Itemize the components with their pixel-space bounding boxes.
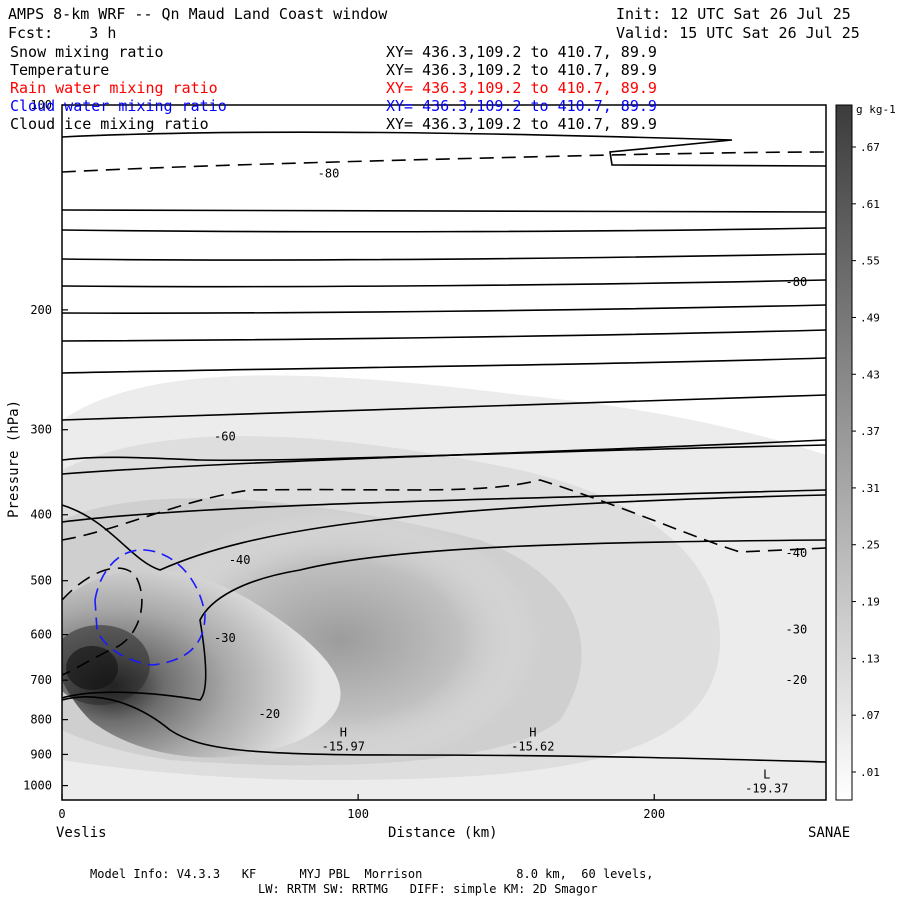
- y-tick-label: 800: [30, 713, 52, 727]
- cloud-water-contour: [94, 549, 206, 666]
- extremum-value: -15.97: [322, 739, 365, 753]
- field-name: Cloud ice mixing ratio: [10, 115, 209, 133]
- chart-title: AMPS 8-km WRF -- Qn Maud Land Coast wind…: [8, 5, 388, 23]
- contour-label: -40: [786, 546, 808, 560]
- extremum-type: H: [529, 725, 536, 739]
- colorbar-tick-label: .25: [860, 539, 880, 552]
- temperature-contours: [62, 131, 826, 763]
- y-axis-title: Pressure (hPa): [6, 400, 22, 518]
- colorbar-labels: .01 .07 .13 .19 .25 .31 .37 .43 .49 .55 .61 .67: [852, 141, 880, 779]
- colorbar-tick-label: .67: [860, 141, 880, 154]
- extremum-value: -19.37: [745, 782, 788, 796]
- x-tick-label: 0: [58, 807, 65, 821]
- x-axis: 0 100 200: [58, 794, 665, 821]
- y-tick-label: 500: [30, 574, 52, 588]
- contour-line: [62, 357, 826, 374]
- contour-label: -30: [786, 623, 808, 637]
- contour-label: -40: [229, 553, 251, 567]
- field-xy-range: XY= 436.3,109.2 to 410.7, 89.9: [386, 79, 657, 97]
- temperature-contour-labels: -80 -80 -60 -40 -40 -30 -30 -20 -20: [214, 166, 808, 721]
- extremum-type: H: [340, 725, 347, 739]
- plot-frame: [61, 104, 827, 801]
- contour-label: -60: [214, 430, 236, 444]
- dashed-contour: [62, 479, 826, 553]
- colorbar-tick-label: .13: [860, 652, 880, 665]
- x-endpoint-left: Veslis: [56, 825, 107, 841]
- contour-line: [62, 227, 826, 233]
- contour-line: [62, 253, 826, 261]
- contour-line: [62, 494, 826, 571]
- y-tick-label: 900: [30, 747, 52, 761]
- field-name: Cloud water mixing ratio: [10, 97, 227, 115]
- contour-label: -30: [214, 631, 236, 645]
- y-tick-label: 300: [30, 423, 52, 437]
- contour-line: [62, 489, 826, 523]
- contour-line: [62, 209, 826, 213]
- y-tick-label: 1000: [23, 779, 52, 793]
- extremum-type: L: [763, 768, 770, 782]
- colorbar-ramp: [835, 104, 853, 801]
- contour-line: [62, 304, 826, 314]
- shade-core: [62, 570, 341, 758]
- init-time: Init: 12 UTC Sat 26 Jul 25: [616, 5, 851, 23]
- dashed-contours: [62, 151, 826, 676]
- contour-label: -20: [258, 707, 280, 721]
- colorbar-tick-label: .19: [860, 596, 880, 609]
- x-tick-label: 100: [347, 807, 369, 821]
- field-xy-range: XY= 436.3,109.2 to 410.7, 89.9: [386, 61, 657, 79]
- contour-line: [62, 279, 826, 288]
- colorbar-unit: g kg-1: [856, 103, 896, 116]
- forecast-hour: Fcst: 3 h: [8, 24, 117, 42]
- extrema-labels: H-15.97H-15.62L-19.37: [322, 725, 789, 795]
- field-name: Rain water mixing ratio: [10, 79, 218, 97]
- colorbar-tick-label: .01: [860, 766, 880, 779]
- colorbar-tick-label: .07: [860, 709, 880, 722]
- field-name: Temperature: [10, 61, 110, 79]
- contour-line: [62, 444, 826, 462]
- y-tick-label: 400: [30, 508, 52, 522]
- y-tick-label: 600: [30, 628, 52, 642]
- y-tick-label: 700: [30, 673, 52, 687]
- x-tick-label: 200: [643, 807, 665, 821]
- model-physics: LW: RRTM SW: RRTMG DIFF: simple KM: 2D S…: [258, 882, 598, 896]
- x-endpoint-right: SANAE: [808, 825, 850, 841]
- colorbar-tick-label: .31: [860, 482, 880, 495]
- field-name: Snow mixing ratio: [10, 43, 164, 61]
- dashed-contour: [62, 151, 826, 173]
- y-tick-label: 200: [30, 303, 52, 317]
- contour-line: [62, 131, 826, 167]
- colorbar: .01 .07 .13 .19 .25 .31 .37 .43 .49 .55 .61 .67 g k…: [835, 103, 896, 801]
- colorbar-tick-label: .49: [860, 311, 880, 324]
- field-xy-range: XY= 436.3,109.2 to 410.7, 89.9: [386, 43, 657, 61]
- valid-time: Valid: 15 UTC Sat 26 Jul 25: [616, 24, 860, 42]
- shade-core-darkest: [66, 646, 118, 690]
- field-xy-range: XY= 436.3,109.2 to 410.7, 89.9: [386, 115, 657, 133]
- contour-label: -80: [318, 166, 340, 180]
- colorbar-tick-label: .37: [860, 425, 880, 438]
- y-axis: 100 200 300 400 500 600 700 800 900 1000: [23, 98, 68, 793]
- extremum-value: -15.62: [511, 739, 554, 753]
- colorbar-tick-label: .55: [860, 255, 880, 268]
- contour-line: [62, 329, 826, 342]
- field-xy-range: XY= 436.3,109.2 to 410.7, 89.9: [386, 97, 657, 115]
- dashed-contour: [62, 567, 143, 676]
- contour-line: [62, 539, 826, 701]
- y-tick-label: 100: [30, 98, 52, 112]
- contour-label: -20: [786, 673, 808, 687]
- x-axis-title: Distance (km): [388, 825, 498, 841]
- model-info: Model Info: V4.3.3 KF MYJ PBL Morrison 8…: [90, 867, 654, 881]
- contour-label: -80: [786, 275, 808, 289]
- snow-shading: [62, 375, 826, 800]
- colorbar-tick-label: .61: [860, 198, 880, 211]
- contour-line: [62, 696, 826, 763]
- colorbar-tick-label: .43: [860, 368, 880, 381]
